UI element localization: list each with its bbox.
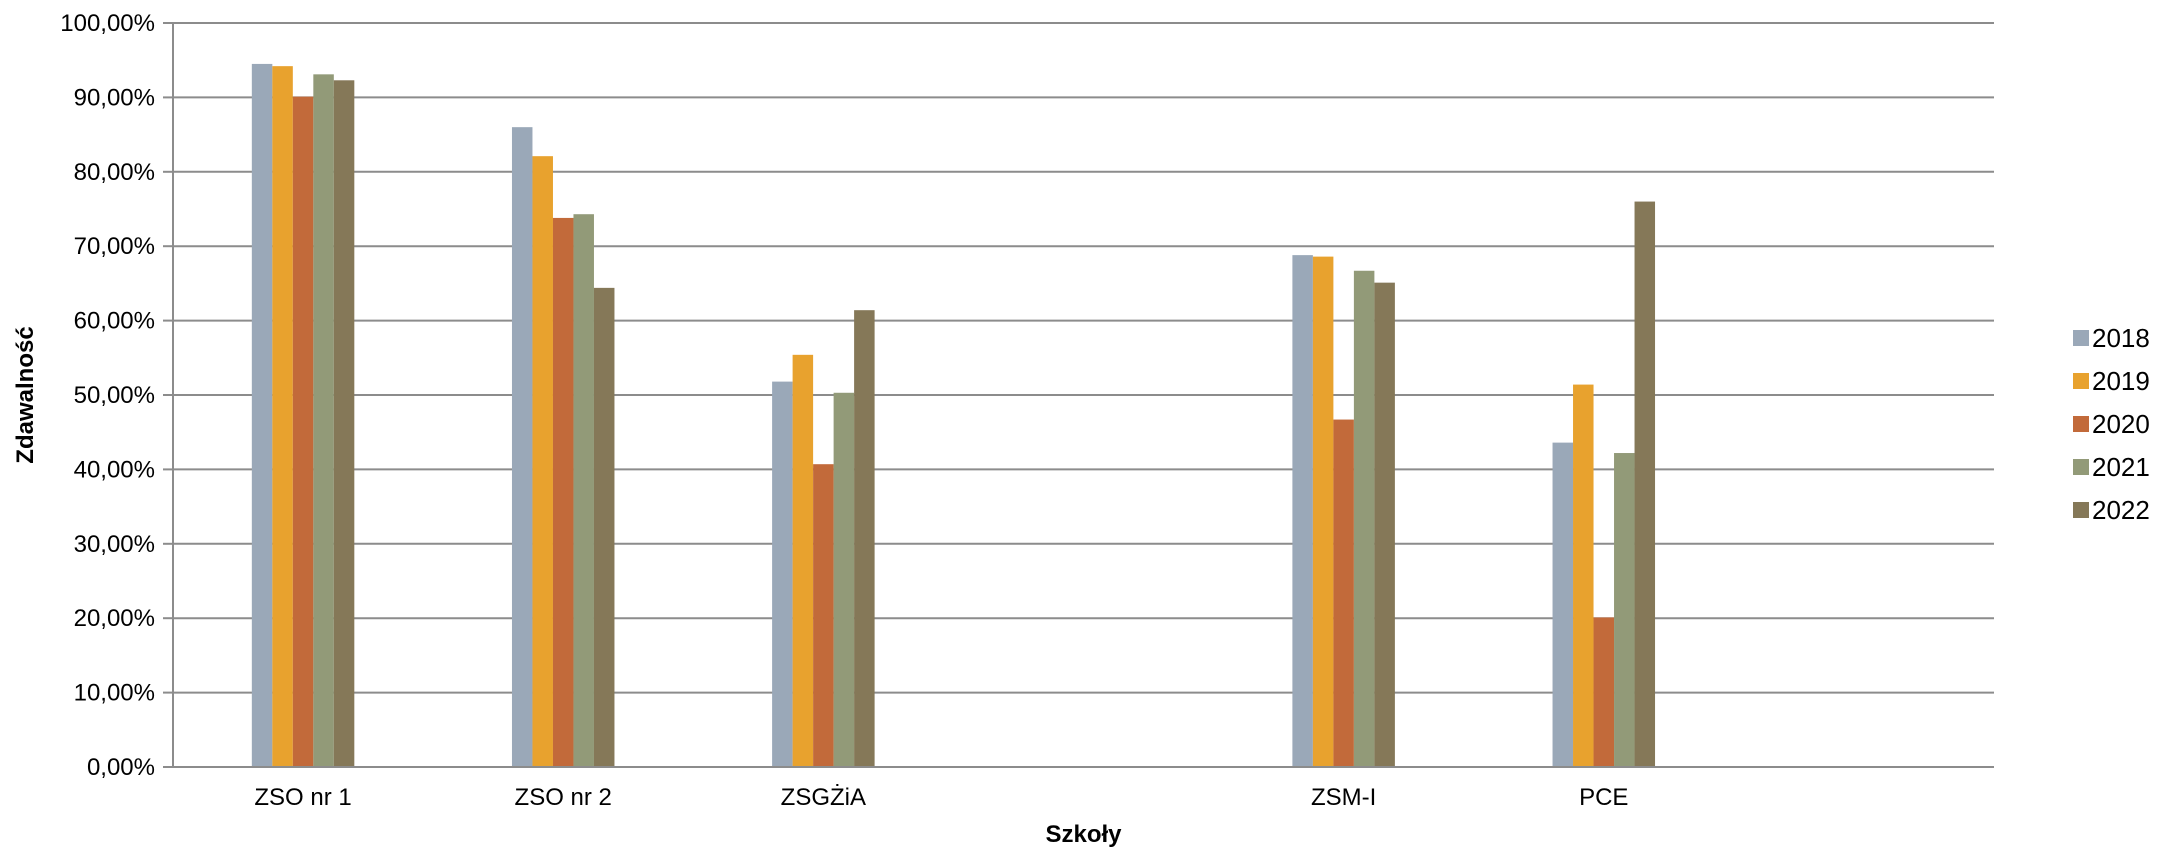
x-tick-label: PCE (1579, 784, 1628, 811)
bar-2020 (1333, 419, 1354, 767)
y-tick-label: 0,00% (87, 754, 155, 781)
bar-2018 (1552, 442, 1574, 767)
bar-2019 (792, 354, 814, 767)
legend-swatch (2073, 416, 2089, 432)
x-axis-title: Szkoły (1045, 821, 1122, 848)
bar-2019 (532, 156, 553, 767)
legend-swatch (2073, 502, 2089, 518)
x-tick-label: ZSGŻiA (781, 784, 866, 811)
bar-2019 (272, 66, 293, 768)
bar-2022 (1374, 282, 1395, 767)
bar-2021 (313, 74, 334, 767)
y-tick-label: 60,00% (74, 308, 155, 335)
bar-2020 (552, 217, 574, 768)
legend: 2018 2019 2020 2021 2022 (2073, 323, 2150, 525)
legend-label: 2022 (2092, 495, 2150, 525)
bar-2020 (292, 96, 314, 767)
axes (172, 23, 1994, 768)
bar-2021 (833, 392, 855, 767)
bar-2018 (772, 381, 793, 767)
bar-2018 (1292, 255, 1313, 768)
y-tick-label: 90,00% (74, 84, 155, 111)
bar-2020 (813, 464, 834, 767)
legend-label: 2018 (2092, 323, 2150, 353)
x-tick-labels: ZSO nr 1 ZSO nr 2 ZSGŻiA ZSM-I PCE (254, 784, 1628, 811)
y-tick-label: 50,00% (74, 382, 155, 409)
legend-label: 2020 (2092, 409, 2150, 439)
legend-swatch (2073, 330, 2089, 346)
legend-swatch (2073, 459, 2089, 475)
bar-2022 (593, 287, 615, 767)
legend-label: 2019 (2092, 366, 2150, 396)
y-tick-label: 30,00% (74, 531, 155, 558)
x-tick-label: ZSO nr 2 (515, 784, 612, 811)
y-tick-label: 10,00% (74, 680, 155, 707)
bar-2018 (511, 127, 533, 767)
bar-2022 (1634, 201, 1656, 767)
gridlines (163, 22, 1994, 768)
y-tick-label: 80,00% (74, 159, 155, 186)
bar-2018 (251, 63, 273, 768)
bar-2021 (1353, 270, 1375, 767)
legend-label: 2021 (2092, 452, 2150, 482)
bar-2022 (854, 310, 875, 767)
bar-2021 (1614, 453, 1635, 767)
y-tick-label: 70,00% (74, 233, 155, 260)
y-tick-label: 40,00% (74, 456, 155, 483)
bar-2020 (1593, 617, 1615, 767)
y-tick-labels: 0,00% 10,00% 20,00% 30,00% 40,00% 50,00% 60,00… (60, 10, 155, 781)
x-tick-label: ZSO nr 1 (254, 784, 351, 811)
legend-swatch (2073, 373, 2089, 389)
x-tick-label: ZSM-I (1311, 784, 1376, 811)
y-axis-title: Zdawalność (12, 326, 39, 463)
y-tick-label: 20,00% (74, 605, 155, 632)
bar-2022 (333, 80, 355, 767)
bar-2021 (573, 214, 594, 767)
bars (251, 63, 1656, 768)
y-tick-label: 100,00% (60, 10, 155, 37)
bar-2019 (1312, 256, 1334, 767)
bar-2019 (1573, 384, 1594, 767)
